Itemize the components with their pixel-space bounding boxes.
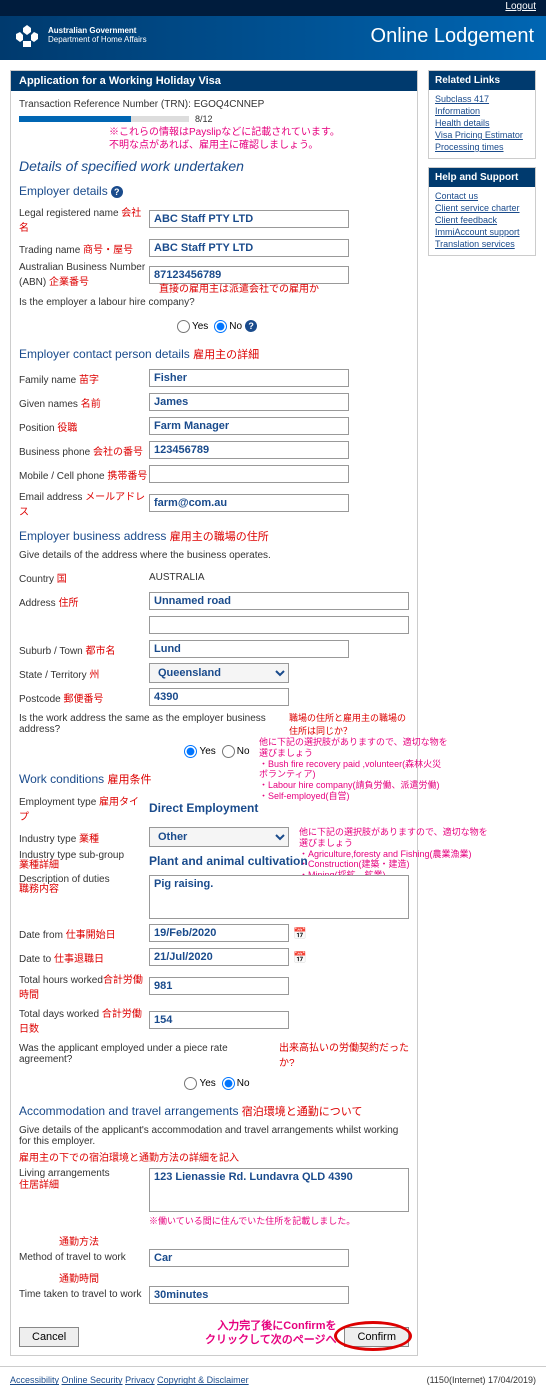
accom-help-jp: 雇用主の下での宿泊環境と通勤方法の詳細を記入 <box>19 1149 409 1164</box>
sidebar-link[interactable]: Processing times <box>435 142 529 152</box>
sidebar-link[interactable]: Client service charter <box>435 203 529 213</box>
piece-yes-radio[interactable] <box>184 1077 197 1090</box>
payslip-note: ※これらの情報はPayslipなどに記載されています。不明な点があれば、雇用主に… <box>109 126 409 152</box>
living-note: ※働いている間に住んでいた住所を記載しました。 <box>149 1216 409 1227</box>
accom-help: Give details of the applicant's accommod… <box>19 1125 409 1147</box>
footer-link[interactable]: Accessibility <box>10 1375 59 1385</box>
content-panel: Application for a Working Holiday Visa T… <box>10 70 418 1356</box>
cancel-button[interactable]: Cancel <box>19 1327 79 1347</box>
top-bar: Logout <box>0 0 546 16</box>
same-yes-radio[interactable] <box>184 745 197 758</box>
industry-subgroup: Plant and animal cultivation <box>149 854 308 868</box>
piece-no-radio[interactable] <box>222 1077 235 1090</box>
industry-select[interactable]: Other <box>149 827 289 847</box>
footer-link[interactable]: Online Security <box>62 1375 123 1385</box>
footer-link[interactable]: Privacy <box>125 1375 155 1385</box>
banner-title: Online Lodgement <box>371 25 534 48</box>
banner: Australian Government Department of Home… <box>0 16 546 60</box>
sidebar-link[interactable]: Subclass 417 <box>435 94 529 104</box>
address-input-2[interactable] <box>149 616 409 634</box>
business-phone-input[interactable] <box>149 441 349 459</box>
section-title: Details of specified work undertaken <box>19 158 409 174</box>
family-name-input[interactable] <box>149 369 349 387</box>
hire-yes-radio[interactable] <box>177 320 190 333</box>
hire-jp-note: 直接の雇用主は派遣会社での雇用か <box>159 280 319 295</box>
time-jp: 通勤時間 <box>59 1270 409 1285</box>
living-textarea[interactable]: 123 Lienassie Rd. Lundavra QLD 4390 <box>149 1168 409 1212</box>
confirm-note: 入力完了後にConfirmをクリックして次のページへ <box>205 1319 336 1348</box>
time-input[interactable] <box>149 1286 349 1304</box>
legal-name-input[interactable] <box>149 210 349 228</box>
date-from-input[interactable] <box>149 924 289 942</box>
address-heading: Employer business address 雇用主の職場の住所 <box>19 528 409 544</box>
sidebar-link[interactable]: Information <box>435 106 529 116</box>
footer: Accessibility Online Security Privacy Co… <box>0 1366 546 1393</box>
app-title: Application for a Working Holiday Visa <box>11 71 417 91</box>
related-links-head: Related Links <box>429 71 535 90</box>
sidebar: Related Links Subclass 417 Information H… <box>428 70 536 1356</box>
sidebar-link[interactable]: Visa Pricing Estimator <box>435 130 529 140</box>
calendar-icon[interactable]: 📅 <box>293 951 307 964</box>
sidebar-link[interactable]: Contact us <box>435 191 529 201</box>
info-icon[interactable]: ? <box>245 320 257 332</box>
state-select[interactable]: Queensland <box>149 663 289 683</box>
hours-input[interactable] <box>149 977 289 995</box>
days-input[interactable] <box>149 1011 289 1029</box>
date-to-input[interactable] <box>149 948 289 966</box>
sidebar-link[interactable]: ImmiAccount support <box>435 227 529 237</box>
sidebar-link[interactable]: Client feedback <box>435 215 529 225</box>
duties-textarea[interactable]: Pig raising. <box>149 875 409 919</box>
position-input[interactable] <box>149 417 349 435</box>
email-input[interactable] <box>149 494 349 512</box>
trading-name-input[interactable] <box>149 239 349 257</box>
logout-link[interactable]: Logout <box>505 1 536 12</box>
method-input[interactable] <box>149 1249 349 1267</box>
country-value: AUSTRALIA <box>149 572 205 583</box>
mobile-phone-input[interactable] <box>149 465 349 483</box>
address-help: Give details of the address where the bu… <box>19 550 409 561</box>
employer-heading: Employer details? <box>19 184 409 198</box>
contact-heading: Employer contact person details 雇用主の詳細 <box>19 346 409 362</box>
same-no-radio[interactable] <box>222 745 235 758</box>
footer-meta: (1150(Internet) 17/04/2019) <box>427 1375 536 1385</box>
postcode-input[interactable] <box>149 688 289 706</box>
progress-step: 8/12 <box>195 114 213 124</box>
gov-logo: Australian Government Department of Home… <box>12 23 147 49</box>
crest-icon <box>12 23 42 49</box>
suburb-input[interactable] <box>149 640 349 658</box>
sidebar-link[interactable]: Translation services <box>435 239 529 249</box>
trn: Transaction Reference Number (TRN): EGOQ… <box>19 99 409 110</box>
accom-heading: Accommodation and travel arrangements 宿泊… <box>19 1103 409 1119</box>
piece-jp: 出来高払いの労働契約だったか? <box>279 1039 409 1069</box>
gov-line2: Department of Home Affairs <box>48 36 147 45</box>
progress-bar <box>19 116 189 122</box>
footer-link[interactable]: Copyright & Disclaimer <box>157 1375 249 1385</box>
given-name-input[interactable] <box>149 393 349 411</box>
confirm-button[interactable]: Confirm <box>344 1327 409 1347</box>
calendar-icon[interactable]: 📅 <box>293 927 307 940</box>
address-input-1[interactable] <box>149 592 409 610</box>
help-support-head: Help and Support <box>429 168 535 187</box>
employment-type: Direct Employment <box>149 801 258 815</box>
same-jp: 職場の住所と雇用主の職場の住所は同じか？ <box>289 711 409 737</box>
info-icon[interactable]: ? <box>111 186 123 198</box>
trav-jp: 通勤方法 <box>59 1233 409 1248</box>
hire-no-radio[interactable] <box>214 320 227 333</box>
sidebar-link[interactable]: Health details <box>435 118 529 128</box>
